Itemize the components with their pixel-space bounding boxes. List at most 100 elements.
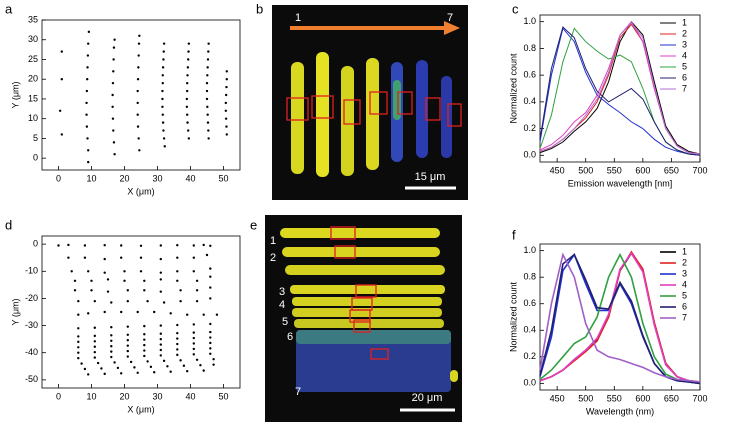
data-point xyxy=(205,89,209,93)
y-tick-label: 1.0 xyxy=(523,245,536,255)
data-point xyxy=(73,289,77,292)
x-tick-label: 0 xyxy=(56,173,61,183)
data-point xyxy=(176,270,179,273)
x-tick-label: 600 xyxy=(635,393,650,403)
y-tick-label: 0.0 xyxy=(523,378,536,388)
data-point xyxy=(113,153,116,156)
legend-label: 7 xyxy=(682,83,687,93)
data-point xyxy=(161,66,165,69)
x-tick-label: 650 xyxy=(664,165,679,175)
data-point xyxy=(138,149,141,152)
data-point xyxy=(93,334,97,338)
data-point xyxy=(96,361,100,365)
spectrum-line xyxy=(539,27,701,156)
y-tick-label: -50 xyxy=(25,374,38,384)
data-point xyxy=(113,38,116,41)
data-point xyxy=(162,137,166,140)
data-point xyxy=(176,279,179,282)
data-point xyxy=(111,117,115,120)
data-point xyxy=(58,109,62,112)
y-tick-label: 5 xyxy=(33,133,38,143)
data-point xyxy=(169,312,172,315)
data-point xyxy=(179,359,182,362)
data-point xyxy=(186,313,189,316)
y-tick-label: 30 xyxy=(28,34,38,44)
y-axis-label: Normalized count xyxy=(508,53,518,124)
panel-label: d xyxy=(5,217,12,232)
y-tick-label: 0.6 xyxy=(523,298,536,308)
axes-frame xyxy=(539,243,701,391)
data-point xyxy=(192,342,195,345)
data-point xyxy=(176,331,179,335)
data-point xyxy=(176,342,179,346)
data-point xyxy=(162,359,166,363)
data-point xyxy=(186,81,189,85)
data-point xyxy=(182,364,186,367)
data-point xyxy=(80,362,83,365)
data-point xyxy=(159,257,162,261)
x-tick-label: 550 xyxy=(607,393,622,403)
data-point xyxy=(159,343,162,346)
y-tick-label: 1.0 xyxy=(523,16,536,26)
image-label: 3 xyxy=(279,286,285,298)
data-point xyxy=(209,275,212,278)
data-point xyxy=(139,256,143,259)
data-point xyxy=(136,113,139,116)
data-point xyxy=(162,58,165,61)
data-point xyxy=(187,42,191,45)
legend-label: 4 xyxy=(682,279,687,289)
data-point xyxy=(93,345,97,348)
data-point xyxy=(206,113,209,116)
panel-label: c xyxy=(512,1,519,16)
data-point xyxy=(126,333,129,336)
data-point xyxy=(159,348,162,352)
data-point xyxy=(77,356,80,360)
x-tick-label: 10 xyxy=(86,173,96,183)
image-label: 5 xyxy=(282,316,288,328)
data-point xyxy=(136,101,139,105)
data-point xyxy=(195,279,199,282)
data-point xyxy=(187,50,190,53)
legend-label: 2 xyxy=(682,257,687,267)
data-point xyxy=(110,326,113,329)
data-point xyxy=(86,54,90,57)
data-point xyxy=(93,350,97,354)
data-point xyxy=(110,339,113,342)
legend-label: 6 xyxy=(682,72,687,82)
data-point xyxy=(209,352,212,355)
data-point xyxy=(136,371,139,374)
image-label: 1 xyxy=(270,235,276,247)
data-point xyxy=(143,289,146,292)
data-point xyxy=(153,310,156,314)
data-point xyxy=(186,129,190,132)
data-point xyxy=(110,350,113,353)
data-point xyxy=(143,343,146,347)
data-point xyxy=(176,348,179,351)
spectrum-line xyxy=(539,26,701,156)
data-point xyxy=(120,310,123,314)
data-point xyxy=(137,54,140,57)
spectrum-line xyxy=(539,27,701,156)
data-point xyxy=(205,97,209,101)
data-point xyxy=(60,133,63,136)
data-point xyxy=(162,42,166,45)
data-point xyxy=(112,58,115,61)
data-point xyxy=(77,327,80,330)
data-point xyxy=(136,78,140,81)
x-tick-label: 30 xyxy=(152,391,162,401)
data-point xyxy=(176,337,179,340)
data-point xyxy=(85,101,88,105)
data-point xyxy=(87,312,90,315)
x-tick-label: 40 xyxy=(185,391,195,401)
data-point xyxy=(209,267,212,270)
data-point xyxy=(149,365,153,369)
data-point xyxy=(85,113,88,116)
data-point xyxy=(73,279,77,282)
data-point xyxy=(87,30,91,34)
data-point xyxy=(83,256,87,259)
x-tick-label: 700 xyxy=(692,393,707,403)
y-tick-label: 0 xyxy=(33,239,38,249)
panel-label: a xyxy=(5,1,13,16)
x-tick-label: 10 xyxy=(86,391,96,401)
